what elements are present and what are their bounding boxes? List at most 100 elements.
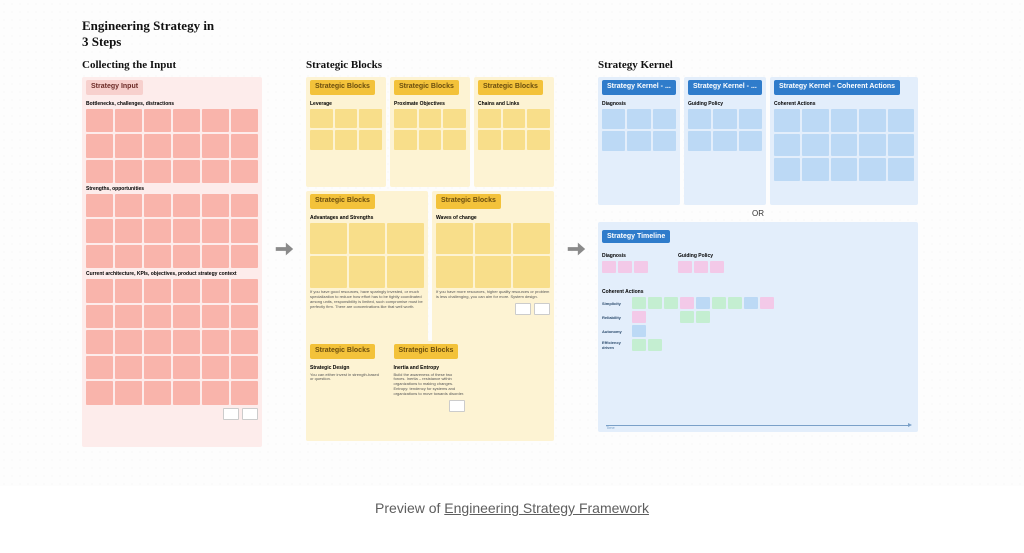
column-kernel-title: Strategy Kernel <box>598 59 918 71</box>
sticky-note <box>115 134 142 157</box>
template-icons <box>86 408 258 420</box>
timeline-axis <box>606 425 910 426</box>
timeline-row-label: Autonomy <box>602 329 630 334</box>
sticky-note <box>774 158 800 181</box>
panel-body-text: If you have good resources, have sparing… <box>310 290 424 309</box>
sticky-note <box>831 109 857 132</box>
sticky-note <box>86 356 113 379</box>
sticky-note <box>710 261 724 273</box>
sticky-note <box>202 356 229 379</box>
timeline-row: Autonomy <box>602 325 914 337</box>
sticky-note <box>231 245 258 268</box>
main-title: Engineering Strategy in3 Steps <box>82 18 974 49</box>
strategic-block-header: Strategic Blocks <box>310 344 375 358</box>
or-label: OR <box>598 209 918 218</box>
framework-canvas: Engineering Strategy in3 Steps Collectin… <box>0 0 1024 486</box>
timeline-header: Strategy Timeline <box>602 230 670 243</box>
sticky-note <box>115 356 142 379</box>
sticky-note <box>359 109 382 129</box>
sticky-note <box>115 160 142 183</box>
sticky-note <box>688 131 711 151</box>
sticky-note <box>310 130 333 150</box>
timeline-row: Efficiency driven <box>602 339 914 351</box>
sticky-note <box>394 130 417 150</box>
sticky-note <box>602 261 616 273</box>
sticky-note <box>436 223 473 255</box>
sticky-note <box>231 381 258 404</box>
strategy-input-header: Strategy Input <box>86 80 143 94</box>
sticky-note <box>202 219 229 242</box>
strategic-block-subtitle: Strategic Design <box>310 365 382 371</box>
sticky-note <box>831 158 857 181</box>
sticky-note <box>394 109 417 129</box>
strategic-block-header: Strategic Blocks <box>310 80 375 94</box>
sticky-note <box>144 330 171 353</box>
sticky-note <box>86 194 113 217</box>
sticky-note <box>144 381 171 404</box>
column-input-title: Collecting the Input <box>82 59 262 71</box>
sticky-note <box>602 131 625 151</box>
kernel-panel: Strategy Kernel - ...Diagnosis <box>598 77 680 205</box>
section-label: Bottlenecks, challenges, distractions <box>86 101 258 107</box>
sticky-note <box>86 245 113 268</box>
sticky-note <box>86 330 113 353</box>
sticky-note <box>387 223 424 255</box>
panel-body-text: Build the awareness of these two forces.… <box>394 373 466 397</box>
strategic-block-panel: Strategic BlocksProximate Objectives <box>390 77 470 187</box>
sticky-note <box>115 305 142 328</box>
sticky-note <box>173 305 200 328</box>
strategy-timeline-panel: Strategy Timeline Diagnosis Guiding Policy… <box>598 222 918 432</box>
sticky-note <box>202 109 229 132</box>
timeline-sticky <box>632 325 646 337</box>
sticky-note <box>478 109 501 129</box>
strategic-block-panel: Strategic BlocksChains and Links <box>474 77 554 187</box>
sticky-note <box>888 109 914 132</box>
sticky-note <box>115 109 142 132</box>
sticky-note <box>859 109 885 132</box>
sticky-note <box>419 130 442 150</box>
column-kernel: Strategy Kernel Strategy Kernel - ...Dia… <box>598 59 918 432</box>
kernel-subtitle: Guiding Policy <box>688 101 762 107</box>
sticky-note <box>173 279 200 302</box>
sticky-note <box>202 160 229 183</box>
sticky-note <box>335 109 358 129</box>
timeline-sticky <box>632 297 646 309</box>
sticky-note <box>173 381 200 404</box>
sticky-note <box>202 245 229 268</box>
strategic-block-panel: Strategic BlocksStrategic DesignYou can … <box>306 341 386 441</box>
strategic-block-subtitle: Advantages and Strengths <box>310 215 424 221</box>
caption-prefix: Preview of <box>375 500 444 516</box>
sticky-note <box>173 194 200 217</box>
sticky-note <box>774 134 800 157</box>
sticky-note <box>859 134 885 157</box>
sticky-note <box>144 279 171 302</box>
sticky-note <box>527 130 550 150</box>
caption: Preview of Engineering Strategy Framewor… <box>0 486 1024 516</box>
kernel-header: Strategy Kernel - ... <box>602 80 676 94</box>
timeline-sticky <box>680 311 694 323</box>
timeline-row-label: Reliability <box>602 315 630 320</box>
columns-container: Collecting the Input Strategy Input Bott… <box>82 59 974 447</box>
sticky-note <box>115 245 142 268</box>
timeline-sticky <box>744 297 758 309</box>
template-icon <box>223 408 239 420</box>
column-blocks-title: Strategic Blocks <box>306 59 554 71</box>
sticky-note <box>713 109 736 129</box>
strategic-block-header: Strategic Blocks <box>436 194 501 208</box>
template-icon <box>242 408 258 420</box>
sticky-note <box>231 160 258 183</box>
kernel-header: Strategy Kernel - Coherent Actions <box>774 80 900 94</box>
timeline-section-label: Diagnosis <box>602 253 648 259</box>
sticky-note <box>173 109 200 132</box>
sticky-note <box>202 381 229 404</box>
timeline-section-label: Guiding Policy <box>678 253 724 259</box>
sticky-note <box>475 256 512 288</box>
sticky-note <box>387 256 424 288</box>
column-input: Collecting the Input Strategy Input Bott… <box>82 59 262 447</box>
caption-link[interactable]: Engineering Strategy Framework <box>444 500 649 516</box>
sticky-note <box>653 109 676 129</box>
strategic-block-panel: Strategic BlocksInertia and EntropyBuild… <box>390 341 470 441</box>
timeline-row-label: Simplicity <box>602 301 630 306</box>
sticky-note <box>144 160 171 183</box>
sticky-note <box>231 194 258 217</box>
